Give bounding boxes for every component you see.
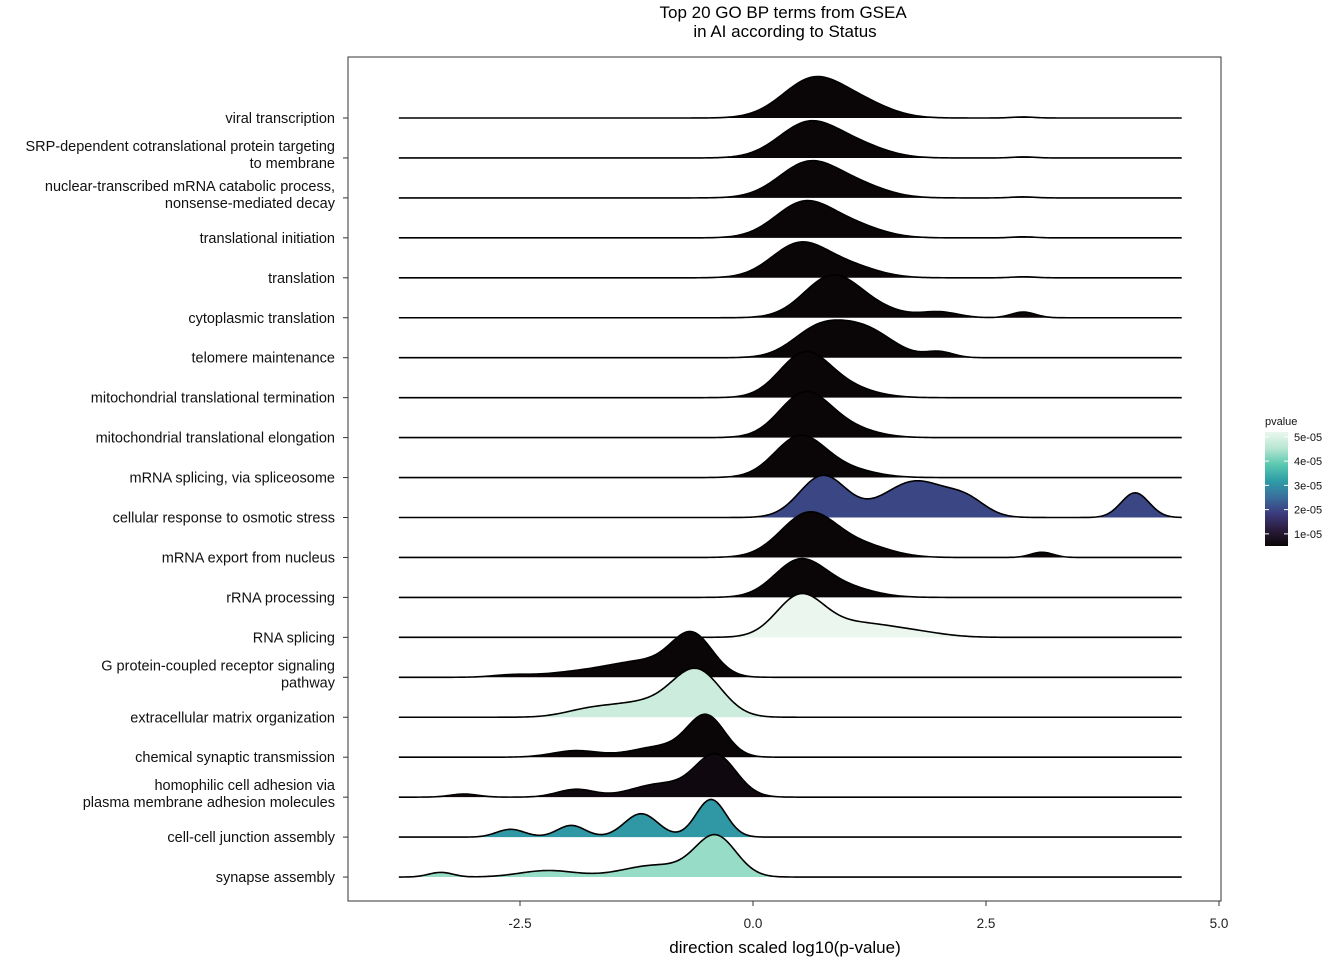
x-tick-label: 5.0 [1210,916,1229,931]
ridge-outline [398,630,1182,679]
ridge-fill [398,274,1182,318]
ridge-fill [398,631,1182,678]
y-tick-label: telomere maintenance [192,351,335,367]
x-tick-label: 0.0 [744,916,763,931]
ridge-fill [398,319,1182,358]
ridge-fill [398,834,1182,878]
legend-tick-label: 4e-05 [1294,456,1322,468]
y-tick-label: translational initiation [200,231,335,247]
y-tick-label: cytoplasmic translation [188,311,335,327]
y-tick-label: chemical synaptic transmission [135,750,335,766]
y-tick-label: mRNA splicing, via spliceosome [130,471,336,487]
ridge-fill [398,475,1182,518]
y-axis-labels: viral transcription SRP-dependent cotrans… [25,111,348,886]
ridge-fill [398,200,1182,238]
ridge-fill [398,799,1182,838]
ridge-outline [398,592,1182,639]
y-tick-label: cellular response to osmotic stress [113,511,335,527]
ridge-outline [398,159,1182,199]
legend-title: pvalue [1265,416,1297,428]
ridge-outline [398,75,1182,119]
y-tick-label: extracellular matrix organization [130,710,335,726]
ridge-outline [398,667,1182,719]
ridge-outline [398,119,1182,159]
ridge-outline [398,833,1182,878]
x-tick-label: 2.5 [977,916,996,931]
y-tick-label: viral transcription [225,111,335,127]
y-tick-label: SRP-dependent cotranslational protein ta… [25,139,335,172]
legend-tick-label: 5e-05 [1294,432,1322,444]
y-tick-label: mRNA export from nucleus [162,550,335,566]
ridges [398,75,1182,878]
ridge-fill [398,753,1182,798]
ridge-outline [398,752,1182,798]
y-tick-label: synapse assembly [216,870,336,886]
ridge-fill [398,593,1182,638]
x-tick-label: -2.5 [508,916,531,931]
ridge-outline [398,199,1182,239]
ridge-outline [398,474,1182,519]
ridge-fill [398,120,1182,158]
chart-title: Top 20 GO BP terms from GSEA in AI accor… [659,3,910,41]
ridge-outline [398,557,1182,599]
ridge-outline [398,350,1182,399]
legend: pvalue 1e-05 2e-05 3e-05 4e-05 5e-05 [1265,416,1322,546]
ridge-outline [398,273,1182,319]
ridge-fill [398,435,1182,478]
y-tick-label: translation [268,271,335,287]
y-tick-label: nuclear-transcribed mRNA catabolic proce… [45,179,336,212]
ridge-outline [398,319,1182,359]
ridge-outline [398,390,1182,439]
y-tick-label: cell-cell junction assembly [167,830,335,846]
y-tick-label: mitochondrial translational elongation [96,431,335,447]
ridge-outline [398,434,1182,479]
ridge-fill [398,160,1182,198]
ridge-outline [398,713,1182,758]
ridge-fill [398,351,1182,398]
chart-title-line-2: in AI according to Status [693,22,876,41]
ridge-outline [398,798,1182,838]
ridge-fill [398,714,1182,758]
ridge-fill [398,241,1182,278]
ridge-outline [398,510,1182,559]
x-axis-label: direction scaled log10(p-value) [669,938,901,957]
y-tick-label: RNA splicing [253,630,335,646]
ridge-fill [398,76,1182,118]
x-axis: -2.5 0.0 2.5 5.0 [508,901,1228,931]
plot-panel-border [347,56,1222,902]
legend-tick-label: 1e-05 [1294,529,1322,541]
legend-colorbar [1265,432,1288,546]
legend-tick-label: 2e-05 [1294,505,1322,517]
ridge-fill [398,511,1182,558]
ridge-outline [398,241,1182,279]
ridge-fill [398,558,1182,598]
chart-title-line-1: Top 20 GO BP terms from GSEA [659,3,907,22]
legend-tick-label: 3e-05 [1294,480,1322,492]
ridge-fill [398,391,1182,438]
y-tick-label: rRNA processing [226,590,335,606]
y-tick-label: G protein-coupled receptor signaling path… [101,658,335,691]
y-tick-label: mitochondrial translational termination [91,391,335,407]
y-tick-label: homophilic cell adhesion via plasma membr… [83,778,336,811]
